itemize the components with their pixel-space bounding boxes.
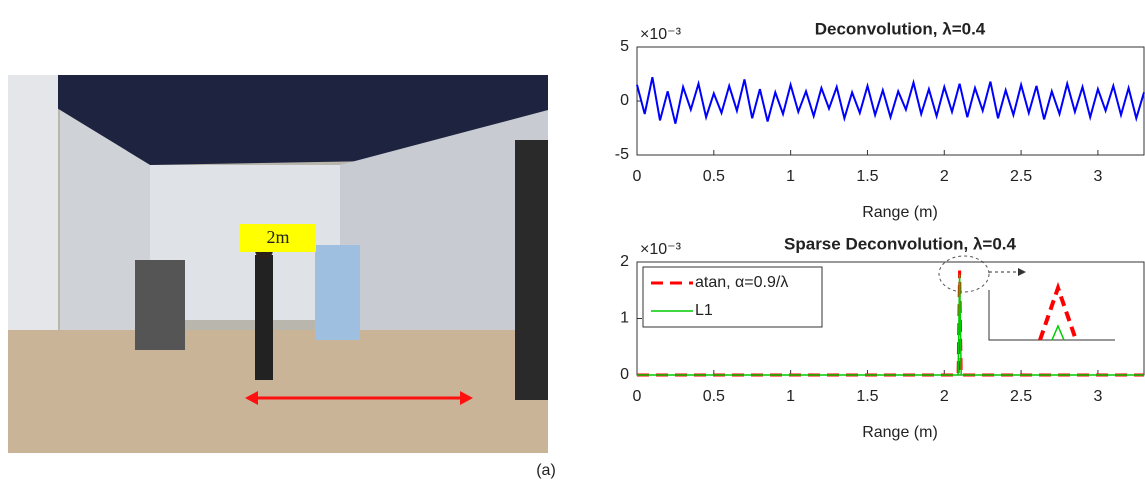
x-tick-label: 3 — [1093, 168, 1102, 185]
series-line — [636, 76, 1145, 124]
x-tick-label: 3 — [1093, 388, 1102, 405]
chart-title: Deconvolution, λ=0.4 — [815, 19, 986, 38]
y-tick-label: -5 — [615, 146, 629, 163]
x-tick-label: 0 — [633, 388, 642, 405]
x-tick-label: 1 — [786, 388, 795, 405]
x-tick-label: 1.5 — [856, 388, 878, 405]
inset — [938, 255, 1115, 341]
legend-label: L1 — [695, 302, 713, 319]
y-exponent: ×10⁻³ — [640, 241, 682, 258]
photo-label: 2m — [266, 227, 289, 247]
x-tick-label: 1.5 — [856, 168, 878, 185]
y-tick-label: 0 — [620, 92, 629, 109]
caption: (a) — [536, 462, 556, 479]
y-tick-label: 5 — [620, 38, 629, 55]
x-tick-label: 0 — [633, 168, 642, 185]
plot-frame — [636, 46, 1145, 156]
x-tick-label: 2.5 — [1010, 168, 1032, 185]
chart-title: Sparse Deconvolution, λ=0.4 — [784, 234, 1016, 253]
x-tick-label: 2.5 — [1010, 388, 1032, 405]
legend-label: atan, α=0.9/λ — [695, 274, 788, 291]
x-axis-label: Range (m) — [862, 204, 938, 221]
x-tick-label: 1 — [786, 168, 795, 185]
legend-box — [642, 266, 823, 328]
x-axis-label: Range (m) — [862, 424, 938, 441]
photo: 2m — [8, 75, 548, 453]
y-exponent: ×10⁻³ — [640, 26, 682, 43]
x-tick-label: 2 — [940, 168, 949, 185]
x-tick-label: 0.5 — [703, 168, 725, 185]
y-tick-label: 0 — [620, 366, 629, 383]
y-tick-label: 2 — [620, 253, 629, 270]
x-tick-label: 2 — [940, 388, 949, 405]
y-tick-label: 1 — [620, 310, 629, 327]
x-tick-label: 0.5 — [703, 388, 725, 405]
series-line — [637, 274, 1144, 376]
